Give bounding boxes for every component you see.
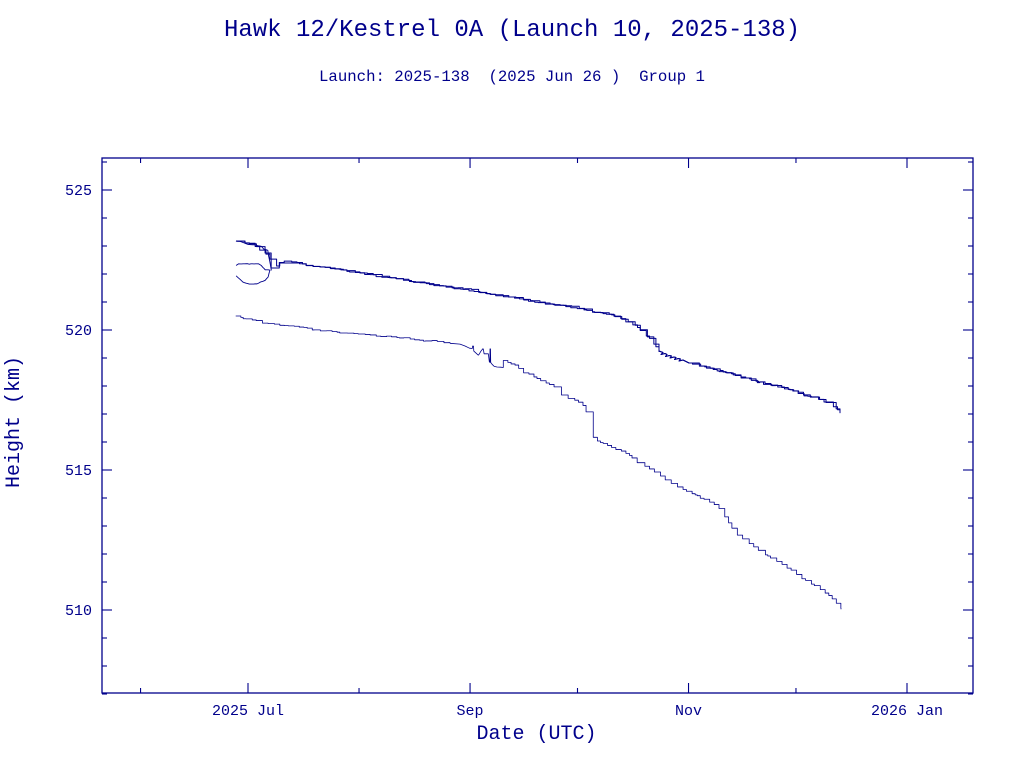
svg-text:Sep: Sep: [457, 703, 484, 720]
svg-text:2026 Jan: 2026 Jan: [871, 703, 943, 720]
svg-text:Date (UTC): Date (UTC): [476, 723, 596, 746]
svg-text:2025 Jul: 2025 Jul: [212, 703, 284, 720]
svg-text:510: 510: [65, 603, 92, 620]
svg-text:Nov: Nov: [675, 703, 702, 720]
svg-text:520: 520: [65, 323, 92, 340]
svg-text:Height (km): Height (km): [3, 356, 26, 488]
svg-text:525: 525: [65, 183, 92, 200]
svg-text:515: 515: [65, 463, 92, 480]
